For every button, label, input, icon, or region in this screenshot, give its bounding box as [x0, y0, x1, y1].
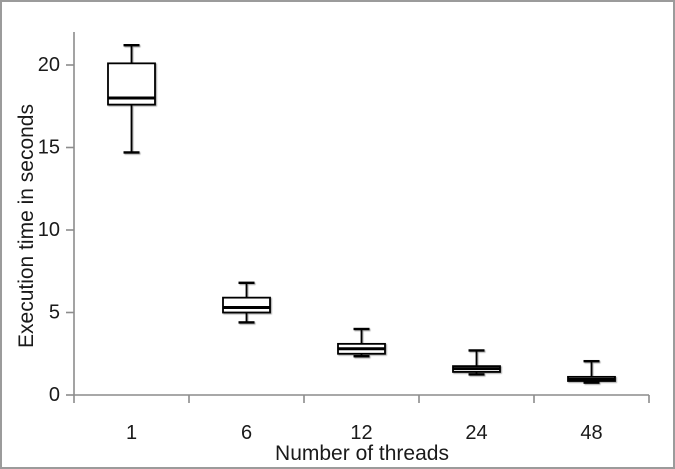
iqr-box	[222, 296, 271, 314]
x-tick-label: 6	[241, 422, 252, 444]
box-group-12	[337, 327, 386, 358]
y-tick-label: 10	[38, 219, 60, 241]
x-tick-label: 24	[465, 422, 487, 444]
x-tick-label: 12	[350, 422, 372, 444]
y-axis-title: Execution time in seconds	[15, 104, 38, 348]
box-group-24	[452, 349, 501, 376]
y-tick-label: 20	[38, 54, 60, 76]
x-tick-label: 48	[580, 422, 602, 444]
y-tick-label: 15	[38, 137, 60, 159]
box-group-6	[222, 281, 271, 324]
box-group-1	[107, 44, 156, 154]
x-axis-title: Number of threads	[275, 442, 449, 465]
y-tick-label: 0	[49, 384, 60, 406]
box-group-48	[567, 359, 616, 384]
x-tick-label: 1	[126, 422, 137, 444]
y-tick-label: 5	[49, 302, 60, 324]
